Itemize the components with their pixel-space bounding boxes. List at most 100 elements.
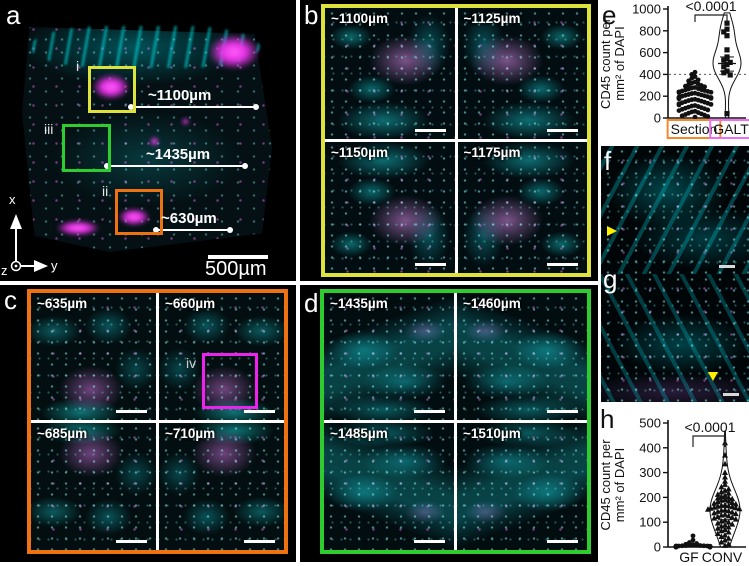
scale-bar: [244, 540, 275, 543]
svg-text:mm² of DAPI: mm² of DAPI: [612, 448, 627, 522]
depth-line-1435: [104, 163, 248, 169]
svg-text:CONV: CONV: [702, 549, 743, 565]
scale-bar: [244, 410, 275, 413]
panel-b-sections-1100: b ~1100µm ~1125µm ~1150µm ~1175µm: [300, 0, 598, 281]
svg-text:200: 200: [639, 490, 661, 505]
arrowhead-icon-f: [607, 226, 617, 236]
galt-blob-art: [182, 118, 189, 125]
tile-depth-label: ~685µm: [37, 426, 88, 441]
micrograph-tile: ~1485µm: [324, 423, 454, 550]
panel-d-grid: ~1435µm ~1460µm ~1485µm ~1510µm: [320, 289, 591, 554]
panel-d-sections-1435: d ~1435µm ~1460µm ~1485µm ~1510µm: [300, 285, 598, 562]
axis-x-label: x: [9, 192, 16, 207]
panel-d-letter: d: [304, 288, 319, 318]
panel-fg-images: f g: [601, 146, 749, 402]
micrograph-tile: ~710µm: [159, 423, 284, 550]
arrowhead-icon-g: [708, 372, 718, 381]
tile-depth-label: ~710µm: [165, 426, 216, 441]
tile-depth-label: ~1175µm: [463, 145, 521, 160]
panel-b-letter: b: [304, 0, 319, 30]
tile-depth-label: ~1485µm: [330, 426, 388, 441]
tile-depth-label: ~1100µm: [331, 11, 388, 26]
scale-bar-label: 500µm: [205, 258, 267, 280]
inset-box-ii: [115, 189, 163, 235]
scale-bar: [208, 255, 268, 259]
panel-c-sections-635: c ~635µm ~660µm iv ~685µm ~710µm: [0, 285, 296, 562]
galt-blob-art: [208, 34, 260, 70]
svg-text:Section: Section: [671, 121, 718, 137]
panel-e-letter: e: [602, 0, 617, 30]
svg-text:GF: GF: [679, 549, 698, 565]
svg-text:800: 800: [639, 23, 661, 38]
villi-art-f: [601, 146, 749, 274]
galt-blob-art: [150, 137, 159, 146]
galt-blob-art: [118, 208, 150, 226]
svg-text:CD45 count per: CD45 count per: [598, 17, 613, 109]
tile-depth-label: ~635µm: [37, 296, 88, 311]
depth-label-630: ~630µm: [161, 210, 217, 227]
svg-text:1000: 1000: [632, 2, 661, 17]
svg-text:0: 0: [654, 111, 661, 126]
inset-label-iii: iii: [44, 121, 54, 137]
micrograph-tile: ~1150µm: [325, 142, 455, 273]
panel-a-wholemount: a i ~1100µm iii ~1435µm ii ~630µm x y: [0, 0, 296, 281]
svg-text:GALT: GALT: [713, 121, 749, 137]
panel-f-letter: f: [604, 146, 612, 176]
inset-box-i: [88, 66, 136, 113]
svg-text:mm² of DAPI: mm² of DAPI: [612, 26, 627, 100]
micrograph-tile: ~685µm: [31, 423, 156, 550]
axes-icon: [10, 214, 48, 272]
tile-depth-label: ~1435µm: [330, 296, 388, 311]
scale-bar: [414, 540, 445, 543]
micrograph-tile: ~1125µm: [457, 8, 587, 139]
scale-bar: [723, 393, 739, 396]
inset-box-iii: [62, 124, 111, 172]
micrograph-tile: ~635µm: [31, 293, 156, 420]
micrograph-tile: ~1435µm: [324, 293, 454, 420]
depth-line-1100: [128, 104, 259, 110]
micrograph-tile: ~1175µm: [457, 142, 587, 273]
micrograph-tile: ~1460µm: [457, 293, 587, 420]
scale-bar: [719, 265, 735, 268]
svg-text:CD45 count per: CD45 count per: [598, 439, 613, 531]
tile-depth-label: ~1125µm: [463, 11, 521, 26]
scale-bar: [116, 410, 147, 413]
scale-bar: [414, 129, 446, 132]
svg-text:500: 500: [639, 416, 661, 431]
galt-blob-art: [92, 74, 130, 100]
scale-bar: [414, 410, 445, 413]
inset-label-ii: ii: [102, 183, 109, 199]
svg-text:0: 0: [654, 540, 661, 555]
tile-depth-label: ~1460µm: [463, 296, 521, 311]
svg-text:100: 100: [639, 515, 661, 530]
panel-b-grid: ~1100µm ~1125µm ~1150µm ~1175µm: [321, 4, 591, 277]
depth-line-630: [153, 227, 233, 233]
scale-bar: [547, 410, 578, 413]
micrograph-tile: ~1510µm: [457, 423, 587, 550]
panel-c-grid: ~635µm ~660µm iv ~685µm ~710µm: [27, 289, 288, 554]
svg-text:<0.0001: <0.0001: [685, 419, 736, 435]
scale-bar: [116, 540, 147, 543]
inset-label-iv: iv: [186, 355, 197, 371]
violin-chart-section-vs-galt: 0 200 400 600 800 1000 CD45 count per mm² of DA…: [598, 0, 749, 139]
tile-depth-label: ~1510µm: [463, 426, 521, 441]
depth-label-1435: ~1435µm: [146, 146, 211, 163]
micrograph-tile: ~660µm iv: [159, 293, 284, 420]
scale-bar: [414, 263, 446, 266]
scale-bar: [547, 129, 578, 132]
svg-text:<0.0001: <0.0001: [686, 0, 737, 14]
inset-box-iv: [202, 353, 258, 409]
depth-label-1100: ~1100µm: [148, 87, 212, 104]
scale-bar: [547, 540, 578, 543]
svg-text:600: 600: [639, 45, 661, 60]
tile-depth-label: ~1150µm: [331, 145, 388, 160]
galt-blob-art: [56, 220, 100, 236]
violin-chart-gf-vs-conv: 0 100 200 300 400 500 CD45 count per mm² of DAP…: [598, 416, 746, 565]
panel-a-letter: a: [6, 0, 21, 30]
panel-g-letter: g: [603, 264, 618, 294]
villi-art-g: [601, 274, 749, 402]
svg-text:400: 400: [639, 440, 661, 455]
panel-h-letter: h: [600, 404, 615, 434]
axis-y-label: y: [51, 258, 58, 273]
